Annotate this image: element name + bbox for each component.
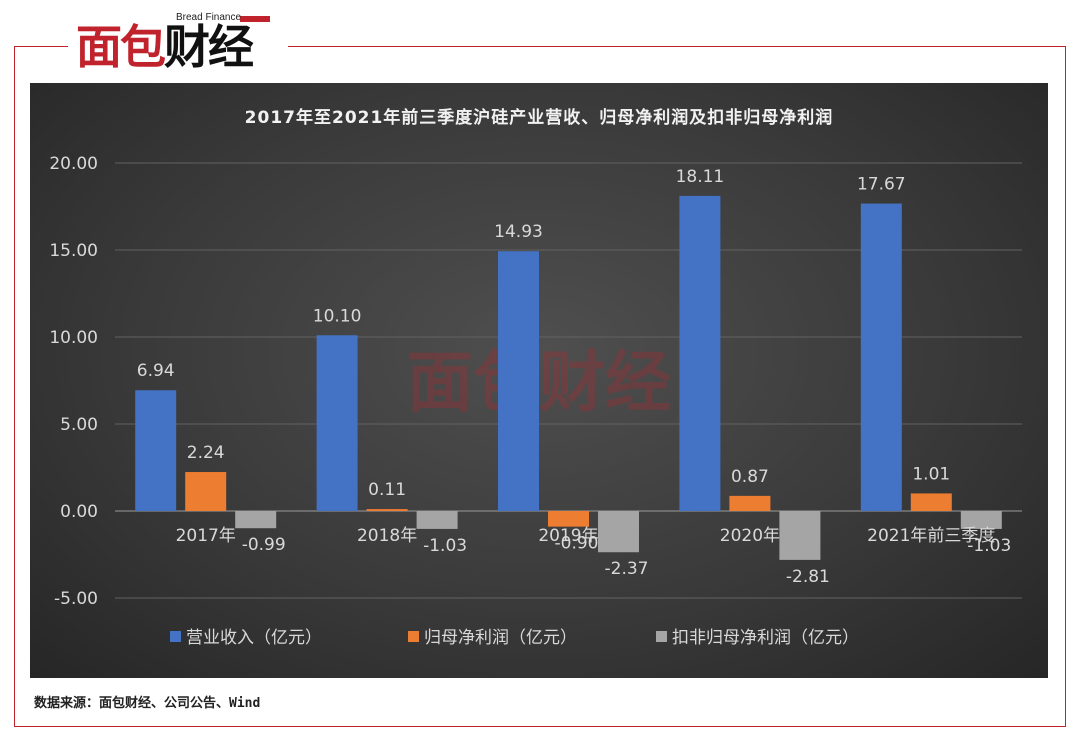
bar-series-3 xyxy=(779,511,821,560)
bar-series-2 xyxy=(910,493,952,511)
bar-chart: 2017年至2021年前三季度沪硅产业营收、归母净利润及扣非归母净利润 面包财经… xyxy=(49,107,1022,648)
bar-series-2 xyxy=(366,509,408,511)
data-label: 14.93 xyxy=(494,222,543,242)
logo-red-part: 面包 xyxy=(76,20,166,74)
x-category-label: 2021年前三季度 xyxy=(867,526,995,546)
data-label: -0.99 xyxy=(242,535,286,555)
data-label: -1.03 xyxy=(967,536,1011,556)
data-label: 18.11 xyxy=(676,167,725,187)
source-note: 数据来源：面包财经、公司公告、Wind xyxy=(34,696,261,711)
x-category-label: 2017年 xyxy=(176,526,236,546)
legend-label-2: 归母净利润（亿元） xyxy=(424,628,577,648)
data-label: -2.37 xyxy=(605,559,649,579)
logo-black-part: 财经 xyxy=(164,20,254,74)
data-label: 6.94 xyxy=(137,361,175,381)
legend-swatch-1 xyxy=(170,631,181,642)
data-label: -2.81 xyxy=(786,567,830,587)
data-label: 17.67 xyxy=(857,175,906,195)
bar-series-2 xyxy=(548,511,589,527)
data-label: 0.87 xyxy=(731,467,769,487)
bar-series-3 xyxy=(598,511,639,553)
logo-chinese-text: 面包财经 xyxy=(76,18,254,76)
data-label: -1.03 xyxy=(423,536,467,556)
data-label: 2.24 xyxy=(187,443,225,463)
logo xyxy=(68,10,288,82)
bar-series-3 xyxy=(416,511,458,529)
bar-series-2 xyxy=(185,472,227,511)
legend-swatch-3 xyxy=(656,631,667,642)
x-category-label: 2020年 xyxy=(720,526,780,546)
bar-series-3 xyxy=(235,511,277,529)
bar-series-1 xyxy=(135,390,177,511)
chart-title: 2017年至2021年前三季度沪硅产业营收、归母净利润及扣非归母净利润 xyxy=(245,107,834,128)
chart-panel: 2017年至2021年前三季度沪硅产业营收、归母净利润及扣非归母净利润 面包财经… xyxy=(30,83,1048,678)
bar-series-1 xyxy=(316,335,358,511)
bar-series-2 xyxy=(729,495,771,511)
legend-label-3: 扣非归母净利润（亿元） xyxy=(672,628,859,648)
bar-series-1 xyxy=(679,195,721,512)
bar-series-3 xyxy=(960,511,1002,529)
y-tick-label: 10.00 xyxy=(49,328,98,348)
x-category-label: 2018年 xyxy=(357,526,417,546)
x-category-label: 2019年 xyxy=(538,526,598,546)
y-tick-label: 15.00 xyxy=(49,241,98,261)
y-tick-label: -5.00 xyxy=(54,589,98,609)
bar-series-1 xyxy=(498,251,539,511)
y-tick-label: 20.00 xyxy=(49,154,98,174)
legend-swatch-2 xyxy=(408,631,419,642)
legend-label-1: 营业收入（亿元） xyxy=(186,628,322,648)
figure-frame xyxy=(14,46,1066,727)
logo-red-bar xyxy=(240,16,270,22)
y-tick-label: 0.00 xyxy=(60,502,98,522)
data-label: 0.11 xyxy=(368,480,406,500)
data-label: 1.01 xyxy=(912,464,950,484)
data-label: 10.10 xyxy=(313,306,362,326)
data-label: -0.90 xyxy=(555,534,599,554)
bar-series-1 xyxy=(860,203,902,511)
logo-english-text: Bread Finance xyxy=(176,12,242,23)
y-tick-label: 5.00 xyxy=(60,415,98,435)
